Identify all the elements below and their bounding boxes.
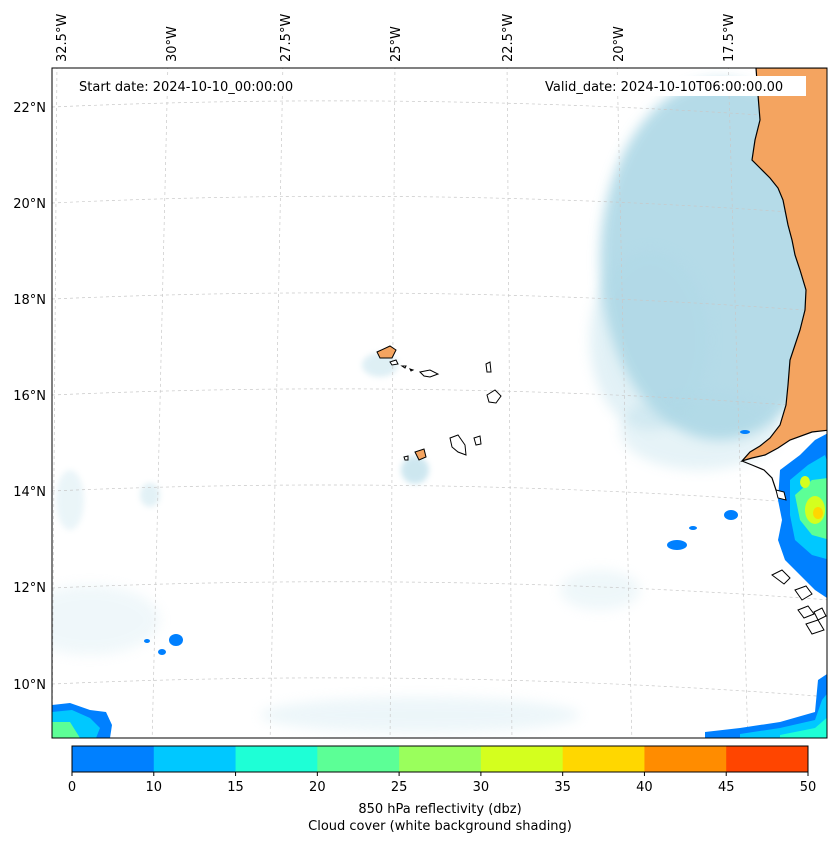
- cloud-patch: [56, 470, 84, 530]
- reflectivity-layer: [52, 430, 827, 738]
- reflectivity-cell: [144, 639, 150, 643]
- start-date-label: Start date: 2024-10-10_00:00:00: [79, 80, 293, 95]
- island-sao-vicente: [389, 359, 399, 366]
- graticule: [52, 68, 827, 738]
- colorbar-tick-label: 10: [146, 780, 163, 795]
- reflectivity-cell: [169, 634, 183, 646]
- lon-label: 32.5°W: [55, 14, 70, 62]
- valid-date-box: [538, 76, 806, 96]
- island-santo-antao: [376, 345, 397, 359]
- lat-label: 22°N: [13, 101, 46, 116]
- cloud-mass-east-fringe: [590, 250, 710, 430]
- colorbar-label-cloud: Cloud cover (white background shading): [308, 819, 572, 834]
- african-coast-land: [740, 68, 827, 463]
- lon-label: 25°W: [389, 26, 404, 62]
- colorbar-label-reflectivity: 850 hPa reflectivity (dbz): [358, 802, 521, 817]
- reflectivity-cell: [667, 540, 687, 550]
- colorbar-tick-label: 15: [227, 780, 244, 795]
- lat-label: 12°N: [13, 581, 46, 596]
- map-frame: [51, 67, 828, 739]
- reflectivity-cell: [780, 717, 827, 738]
- island-santa-luzia: [400, 365, 407, 369]
- colorbar-segment: [480, 746, 564, 772]
- lat-label: 16°N: [13, 389, 46, 404]
- lon-label: 27.5°W: [279, 14, 294, 62]
- lat-label: 20°N: [13, 197, 46, 212]
- valid-date-label: Valid_date: 2024-10-10T06:00:00.00: [545, 80, 783, 95]
- colorbar-tick-label: 45: [718, 780, 735, 795]
- colorbar-tick-label: 30: [473, 780, 490, 795]
- colorbar-tick-label: 50: [800, 780, 817, 795]
- lon-label: 30°W: [165, 26, 180, 62]
- reflectivity-cell: [689, 526, 697, 530]
- parallel-16n: [52, 388, 827, 409]
- colorbar-segment: [399, 746, 482, 772]
- cloud-patch: [620, 390, 780, 470]
- colorbar-tick-label: 20: [309, 780, 326, 795]
- island-islet: [409, 368, 415, 372]
- colorbar-segment: [726, 746, 809, 772]
- reflectivity-cell: [813, 507, 823, 519]
- cloud-patch: [260, 697, 580, 733]
- cloud-patch: [560, 570, 640, 610]
- meridian-25w: [389, 68, 396, 738]
- lon-label: 20°W: [612, 26, 627, 62]
- colorbar-segment: [317, 746, 400, 772]
- start-date-box: [72, 76, 318, 96]
- meridian-32-5w: [52, 68, 58, 738]
- island-sao-nicolau: [418, 369, 440, 378]
- colorbar-tick-label: 25: [391, 780, 408, 795]
- colorbar-segment: [562, 746, 645, 772]
- island-sal: [485, 361, 492, 373]
- lon-label: 17.5°W: [722, 14, 737, 62]
- reflectivity-cell: [705, 674, 827, 738]
- colorbar-frame: [71, 745, 809, 773]
- colorbar-segment: [644, 746, 727, 772]
- meridian-20w: [616, 68, 633, 738]
- cloud-patch: [52, 585, 160, 655]
- reflectivity-cell: [52, 722, 80, 738]
- cloud-patch: [362, 353, 398, 377]
- parallel-18n: [52, 292, 827, 313]
- parallel-14n: [52, 484, 827, 506]
- latitude-labels: 22°N 20°N 18°N 16°N 14°N 12°N 10°N: [13, 101, 46, 693]
- reflectivity-cell: [740, 430, 750, 434]
- cape-verde-islands: [376, 345, 502, 461]
- colorbar-tick-label: 0: [68, 780, 76, 795]
- meridian-22-5w: [506, 68, 513, 738]
- parallel-20n: [52, 195, 827, 216]
- meridian-17-5w: [727, 68, 749, 738]
- lat-label: 10°N: [13, 678, 46, 693]
- reflectivity-cell: [158, 649, 166, 655]
- colorbar-tick-label: 35: [554, 780, 571, 795]
- island-boa-vista: [486, 389, 502, 404]
- cloud-patch: [401, 456, 429, 484]
- colorbar: 0 10 15 20 25 30 35 40 45 50: [68, 745, 817, 795]
- cloud-patch: [140, 483, 160, 507]
- lon-label: 22.5°W: [501, 14, 516, 62]
- parallel-22n: [52, 100, 827, 121]
- island-fogo: [414, 448, 427, 461]
- colorbar-segment: [153, 746, 237, 772]
- colorbar-segment: [235, 746, 318, 772]
- longitude-labels: 32.5°W 30°W 27.5°W 25°W 22.5°W 20°W 17.5…: [55, 14, 737, 62]
- reflectivity-cell: [724, 510, 738, 520]
- parallel-10n: [52, 677, 827, 698]
- reflectivity-cell: [740, 693, 827, 738]
- lat-label: 18°N: [13, 293, 46, 308]
- parallel-12n: [52, 581, 827, 601]
- colorbar-tick-label: 40: [636, 780, 653, 795]
- island-santiago: [449, 434, 467, 456]
- colorbar-segment: [72, 746, 155, 772]
- meridian-27-5w: [269, 68, 284, 738]
- meridian-30w: [151, 68, 169, 738]
- island-brava: [403, 455, 409, 461]
- island-maio: [473, 435, 482, 446]
- coastal-islands: [771, 489, 827, 635]
- lat-label: 14°N: [13, 485, 46, 500]
- reflectivity-cell: [800, 476, 810, 488]
